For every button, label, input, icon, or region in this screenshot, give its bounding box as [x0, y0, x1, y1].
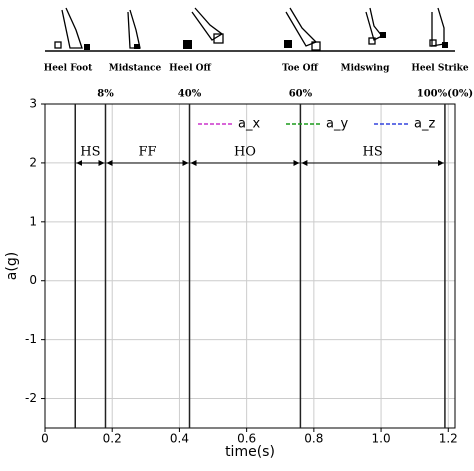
event-label: Heel Foot: [44, 64, 93, 74]
x-tick-label: 0.8: [304, 432, 323, 446]
y-tick-label: 3: [29, 97, 37, 111]
event-label: Heel Off: [169, 64, 211, 74]
event-label: Heel Strike: [411, 64, 469, 74]
foot-icon: [429, 39, 437, 47]
foot-icon: [84, 44, 90, 50]
y-tick-label: 1: [29, 214, 37, 228]
x-axis-title: time(s): [225, 444, 275, 460]
foot-icon: [54, 41, 62, 49]
x-tick-label: 1.0: [372, 432, 391, 446]
percent-label: 60%: [289, 89, 313, 100]
phase-label: HO: [234, 145, 256, 160]
x-tick-label: 0.2: [103, 432, 122, 446]
x-tick-label: 0.4: [170, 432, 189, 446]
foot-icons: [54, 7, 448, 51]
foot-icon: [380, 32, 386, 38]
foot-icon: [183, 40, 192, 49]
y-tick-label: 0: [29, 273, 37, 287]
foot-icon: [191, 7, 224, 41]
y-tick-label: -1: [25, 332, 37, 346]
x-tick-label: 0.6: [237, 432, 256, 446]
y-axis-title: a(g): [4, 252, 20, 280]
foot-icon: [311, 41, 321, 51]
event-label: Midswing: [341, 64, 390, 74]
event-label: Midstance: [109, 64, 162, 74]
legend-label: a_y: [326, 117, 348, 132]
y-tick-label: -2: [25, 391, 37, 405]
foot-icon: [442, 42, 448, 48]
foot-icon: [134, 44, 140, 49]
x-tick-label: 0: [41, 432, 49, 446]
event-label: Toe Off: [282, 64, 318, 74]
plot-frame: [44, 103, 456, 429]
foot-icon: [284, 40, 292, 48]
legend-label: a_x: [238, 117, 260, 132]
percent-label: 8%: [97, 89, 114, 100]
x-tick-label: 1.2: [439, 432, 458, 446]
phase-label: FF: [138, 145, 156, 160]
foot-icon: [127, 9, 141, 49]
percent-label: 40%: [178, 89, 202, 100]
legend-label: a_z: [414, 117, 435, 132]
percent-label: 100%(0%): [417, 89, 473, 100]
phase-label: HS: [80, 145, 100, 160]
phase-label: HS: [363, 145, 383, 160]
y-tick-label: 2: [29, 155, 37, 169]
foot-icon: [61, 7, 83, 49]
foot-icon: [365, 7, 384, 41]
foot-icon: [368, 37, 376, 45]
foot-icon: [213, 33, 224, 44]
